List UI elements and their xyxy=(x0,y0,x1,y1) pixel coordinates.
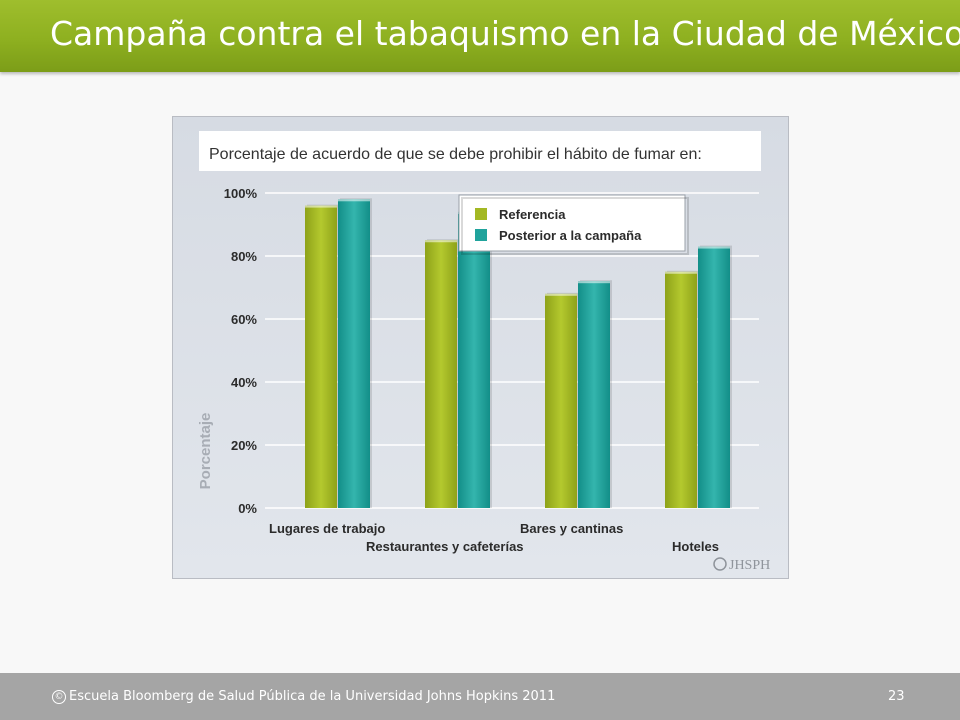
bar-referencia-1 xyxy=(425,240,457,508)
y-axis-label: Porcentaje xyxy=(197,413,214,490)
legend-shadow xyxy=(461,197,689,255)
bar-posterior-0 xyxy=(338,199,370,509)
footer-text: Escuela Bloomberg de Salud Pública de la… xyxy=(69,689,556,704)
bar-highlight xyxy=(545,293,577,296)
bar-referencia-2 xyxy=(545,293,577,508)
footer-bar xyxy=(0,673,960,720)
copyright-icon: © xyxy=(52,690,66,704)
legend-label: Posterior a la campaña xyxy=(499,228,642,243)
chart-frame: Porcentaje de acuerdo de que se debe pro… xyxy=(172,116,789,579)
y-tick-label: 40% xyxy=(231,375,257,390)
jhsph-logo-icon xyxy=(713,557,727,571)
chart-legend: Referencia Posterior a la campaña xyxy=(458,194,689,255)
x-tick-label: Lugares de trabajo xyxy=(269,521,385,536)
y-tick-label: 20% xyxy=(231,438,257,453)
bar-highlight xyxy=(665,271,697,274)
x-tick-label: Restaurantes y cafeterías xyxy=(366,539,524,554)
legend-label: Referencia xyxy=(499,207,566,222)
page-number: 23 xyxy=(888,689,905,704)
chart-title: Porcentaje de acuerdo de que se debe pro… xyxy=(209,146,702,163)
bar-posterior-3 xyxy=(698,246,730,509)
chart-title-box xyxy=(199,131,761,171)
y-tick-label: 100% xyxy=(224,186,258,201)
watermark-text: JHSPH xyxy=(729,558,770,573)
legend-box xyxy=(458,194,686,252)
y-tick-label: 0% xyxy=(238,501,257,516)
bar-posterior-1 xyxy=(458,211,490,508)
y-tick-label: 60% xyxy=(231,312,257,327)
slide-title: Campaña contra el tabaquismo en la Ciuda… xyxy=(50,14,960,53)
bar-highlight xyxy=(698,246,730,249)
legend-swatch-referencia xyxy=(475,208,487,220)
bar-highlight xyxy=(425,240,457,243)
bar-chart: Porcentaje de acuerdo de que se debe pro… xyxy=(197,131,770,573)
bar-referencia-3 xyxy=(665,271,697,508)
bar-referencia-0 xyxy=(305,205,337,508)
title-bar: Campaña contra el tabaquismo en la Ciuda… xyxy=(0,0,960,72)
legend-swatch-posterior xyxy=(475,229,487,241)
y-tick-label: 80% xyxy=(231,249,257,264)
bar-highlight xyxy=(305,205,337,208)
bar-highlight xyxy=(578,281,610,284)
bar-highlight xyxy=(338,199,370,202)
x-tick-label: Bares y cantinas xyxy=(520,521,623,536)
x-tick-label: Hoteles xyxy=(672,539,719,554)
jhsph-watermark: JHSPH xyxy=(713,557,770,573)
bar-posterior-2 xyxy=(578,281,610,508)
